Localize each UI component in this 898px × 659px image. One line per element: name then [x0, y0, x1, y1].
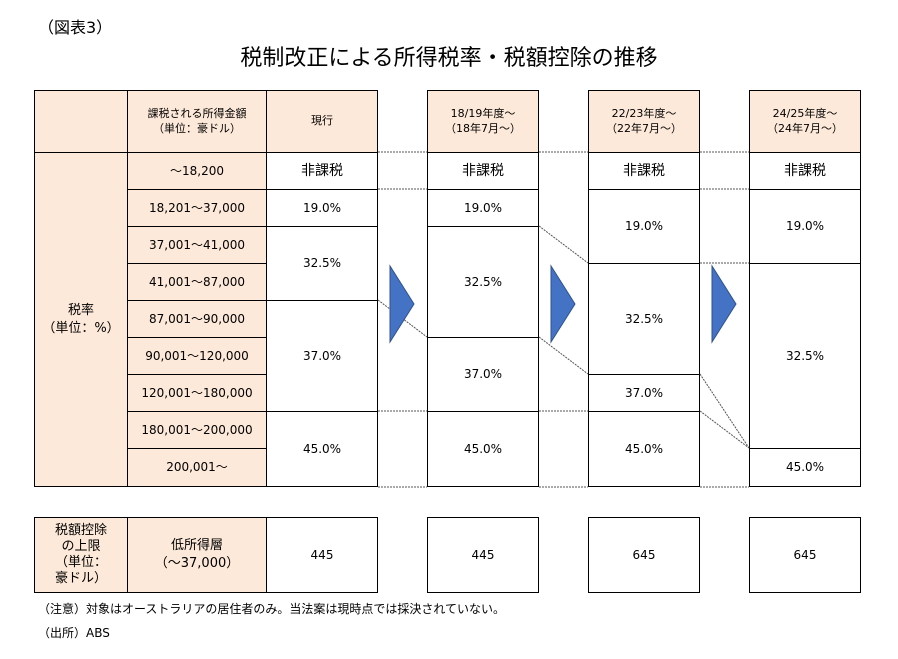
offset-value: 445 [427, 517, 539, 593]
rate-cell: 37.0% [427, 337, 539, 412]
bracket-cell: ～18,200 [127, 152, 267, 190]
rate-label: 税率 （単位：%） [34, 152, 128, 487]
connector-line [538, 336, 589, 375]
bracket-cell: 18,201～37,000 [127, 189, 267, 227]
footnote-source: （出所）ABS [38, 626, 110, 640]
bracket-cell: 180,001～200,000 [127, 411, 267, 449]
footnote-note: （注意）対象はオーストラリアの居住者のみ。当法案は現時点では採決されていない。 [38, 602, 506, 616]
bracket-cell: 41,001～87,000 [127, 263, 267, 301]
arrow-right-icon [389, 264, 415, 344]
bracket-cell: 120,001～180,000 [127, 374, 267, 412]
header-period-2425: 24/25年度～ （24年7月～） [749, 90, 861, 153]
rate-cell: 45.0% [749, 448, 861, 487]
rate-cell: 45.0% [266, 411, 378, 487]
rate-cell: 19.0% [266, 189, 378, 227]
bracket-cell: 87,001～90,000 [127, 300, 267, 338]
rate-cell: 非課税 [427, 152, 539, 190]
arrow-right-icon [550, 264, 576, 344]
connector-line [699, 410, 750, 449]
rate-cell: 非課税 [749, 152, 861, 190]
connector-line [538, 225, 589, 264]
offset-value: 645 [749, 517, 861, 593]
header-period-1819: 18/19年度～ （18年7月～） [427, 90, 539, 153]
figure-label: （図表3） [38, 18, 113, 37]
bracket-cell: 37,001～41,000 [127, 226, 267, 264]
rate-cell: 19.0% [588, 189, 700, 264]
connector-line [699, 373, 750, 449]
offset-value: 645 [588, 517, 700, 593]
bracket-cell: 90,001～120,000 [127, 337, 267, 375]
rate-cell: 45.0% [588, 411, 700, 487]
rate-cell: 37.0% [588, 374, 700, 412]
page-title: 税制改正による所得税率・税額控除の推移 [240, 46, 658, 71]
offset-label: 税額控除 の上限 （単位： 豪ドル） [34, 517, 128, 593]
header-period-2223: 22/23年度～ （22年7月～） [588, 90, 700, 153]
arrow-right-icon [711, 264, 737, 344]
rate-cell: 45.0% [427, 411, 539, 487]
rate-cell: 19.0% [749, 189, 861, 264]
offset-value: 445 [266, 517, 378, 593]
header-current: 現行 [266, 90, 378, 153]
bracket-cell: 200,001～ [127, 448, 267, 487]
offset-category: 低所得層 （～37,000） [127, 517, 267, 593]
rate-cell: 32.5% [427, 226, 539, 338]
rate-cell: 32.5% [588, 263, 700, 375]
rate-cell: 非課税 [266, 152, 378, 190]
rate-cell: 非課税 [588, 152, 700, 190]
